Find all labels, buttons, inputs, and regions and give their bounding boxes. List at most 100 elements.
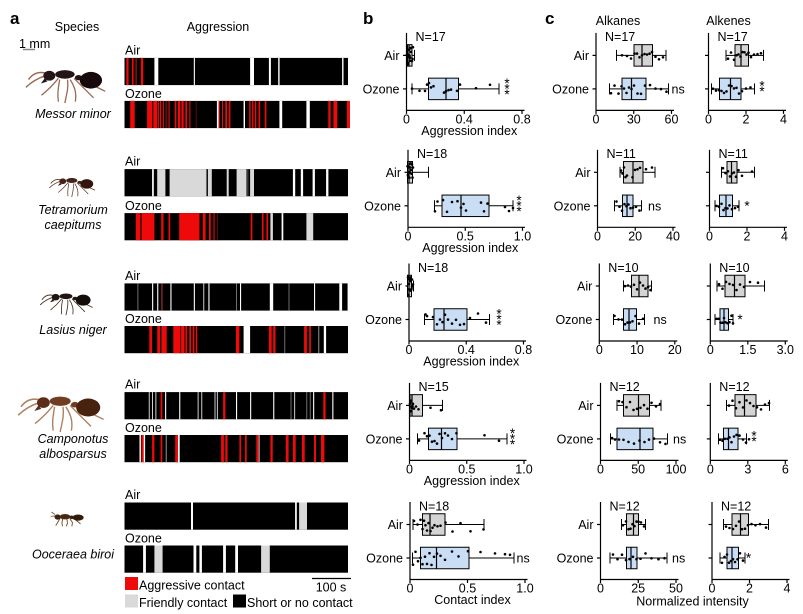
svg-text:Aggression index: Aggression index: [423, 355, 520, 369]
svg-text:ns: ns: [648, 199, 661, 213]
svg-text:ns: ns: [673, 432, 686, 446]
svg-text:Alkenes: Alkenes: [706, 14, 750, 28]
svg-text:Ozone: Ozone: [557, 552, 594, 566]
svg-text:ns: ns: [654, 313, 667, 327]
svg-text:Air: Air: [125, 269, 140, 283]
svg-text:N=12: N=12: [721, 499, 751, 513]
svg-text:N=17: N=17: [605, 30, 635, 44]
svg-text:0: 0: [707, 343, 714, 357]
svg-text:N=17: N=17: [416, 30, 446, 44]
svg-text:50: 50: [669, 582, 683, 596]
svg-text:ns: ns: [672, 552, 685, 566]
svg-text:c: c: [545, 9, 554, 28]
svg-text:Short or no contact: Short or no contact: [247, 596, 353, 610]
svg-text:albosparsus: albosparsus: [39, 447, 106, 461]
svg-text:0.4: 0.4: [458, 343, 475, 357]
svg-text:Camponotus: Camponotus: [38, 432, 109, 446]
svg-text:0: 0: [707, 462, 714, 476]
svg-text:Air: Air: [125, 155, 140, 169]
svg-text:ns: ns: [672, 82, 685, 96]
svg-text:N=11: N=11: [607, 147, 636, 161]
svg-text:Ozone: Ozone: [555, 313, 592, 327]
svg-text:Ozone: Ozone: [365, 313, 402, 327]
svg-text:3.0: 3.0: [777, 343, 794, 357]
svg-text:Aggression index: Aggression index: [422, 241, 519, 255]
svg-text:0: 0: [709, 582, 716, 596]
svg-text:caepitums: caepitums: [45, 218, 102, 232]
svg-text:Ozone: Ozone: [366, 552, 403, 566]
svg-text:60: 60: [665, 112, 679, 126]
svg-text:N=10: N=10: [719, 261, 749, 275]
svg-text:Ozone: Ozone: [554, 199, 591, 213]
svg-text:N=18: N=18: [417, 147, 447, 161]
svg-text:*: *: [510, 437, 516, 452]
svg-text:4: 4: [781, 229, 788, 243]
svg-text:30: 30: [627, 112, 641, 126]
svg-text:*: *: [516, 198, 522, 213]
svg-text:Aggression index: Aggression index: [424, 474, 521, 488]
svg-text:4: 4: [780, 112, 787, 126]
svg-text:Ooceraea biroi: Ooceraea biroi: [32, 548, 115, 562]
svg-text:25: 25: [631, 582, 645, 596]
svg-text:Tetramorium: Tetramorium: [38, 203, 108, 217]
svg-text:Ozone: Ozone: [125, 199, 162, 213]
svg-text:Air: Air: [387, 399, 402, 413]
svg-text:N=12: N=12: [719, 380, 749, 394]
svg-text:*: *: [510, 426, 516, 441]
svg-text:Friendly contact: Friendly contact: [139, 596, 228, 610]
svg-text:*: *: [746, 551, 752, 566]
svg-text:N=18: N=18: [419, 499, 449, 513]
svg-text:b: b: [363, 9, 373, 28]
svg-text:Aggression: Aggression: [187, 20, 250, 34]
svg-text:Contact index: Contact index: [434, 593, 511, 607]
svg-text:Air: Air: [125, 378, 140, 392]
svg-text:Normalized intensity: Normalized intensity: [636, 595, 749, 609]
svg-text:0: 0: [405, 229, 412, 243]
svg-text:Ozone: Ozone: [125, 532, 162, 546]
svg-text:0.4: 0.4: [456, 112, 473, 126]
svg-text:*: *: [516, 193, 522, 208]
svg-text:0: 0: [407, 582, 414, 596]
svg-text:4: 4: [784, 582, 791, 596]
svg-text:1.5: 1.5: [739, 343, 756, 357]
svg-text:N=12: N=12: [610, 380, 640, 394]
svg-text:*: *: [516, 204, 522, 219]
svg-text:0: 0: [597, 582, 604, 596]
svg-text:Air: Air: [125, 43, 140, 57]
svg-text:*: *: [744, 198, 750, 213]
svg-text:0: 0: [594, 229, 601, 243]
svg-text:40: 40: [666, 229, 680, 243]
svg-text:50: 50: [631, 462, 645, 476]
svg-text:0.8: 0.8: [513, 112, 530, 126]
svg-text:Species: Species: [55, 20, 99, 34]
svg-text:1.0: 1.0: [514, 229, 531, 243]
svg-text:0: 0: [597, 462, 604, 476]
svg-text:Lasius niger: Lasius niger: [39, 323, 107, 337]
svg-text:ns: ns: [517, 552, 530, 566]
svg-text:Air: Air: [388, 518, 403, 532]
svg-text:Aggression index: Aggression index: [421, 124, 518, 138]
svg-text:2: 2: [743, 112, 750, 126]
svg-text:Alkanes: Alkanes: [596, 14, 640, 28]
svg-text:0: 0: [706, 229, 713, 243]
svg-text:0: 0: [406, 462, 413, 476]
svg-text:*: *: [759, 84, 765, 99]
svg-text:Air: Air: [578, 399, 593, 413]
svg-text:0.5: 0.5: [459, 582, 476, 596]
svg-text:6: 6: [782, 462, 789, 476]
svg-text:N=18: N=18: [418, 261, 448, 275]
svg-text:20: 20: [668, 343, 682, 357]
svg-text:Ozone: Ozone: [125, 312, 162, 326]
svg-text:2: 2: [746, 582, 753, 596]
svg-text:Air: Air: [574, 49, 589, 63]
svg-text:0.5: 0.5: [458, 462, 475, 476]
svg-text:100: 100: [666, 462, 687, 476]
svg-text:*: *: [496, 318, 502, 333]
svg-text:0.5: 0.5: [457, 229, 474, 243]
svg-text:Ozone: Ozone: [363, 82, 400, 96]
svg-text:*: *: [737, 312, 743, 327]
svg-text:0: 0: [705, 112, 712, 126]
svg-text:0: 0: [403, 112, 410, 126]
svg-text:Ozone: Ozone: [552, 82, 589, 96]
svg-text:a: a: [10, 9, 20, 28]
